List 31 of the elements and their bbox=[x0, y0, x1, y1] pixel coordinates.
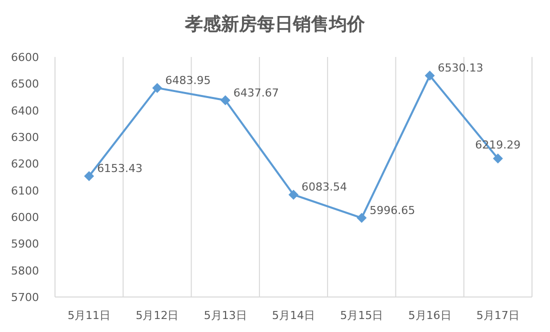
x-tick-label: 5月15日 bbox=[340, 309, 384, 322]
data-label: 5996.65 bbox=[370, 204, 416, 217]
data-label: 6437.67 bbox=[233, 86, 279, 100]
x-tick-label: 5月17日 bbox=[476, 309, 520, 322]
x-tick-label: 5月12日 bbox=[136, 309, 179, 322]
data-label: 6083.54 bbox=[302, 180, 347, 194]
y-tick-label: 6100 bbox=[11, 184, 39, 198]
data-label: 6153.43 bbox=[97, 162, 143, 176]
y-tick-label: 5700 bbox=[11, 291, 39, 304]
x-tick-label: 5月16日 bbox=[408, 309, 452, 322]
y-tick-label: 6200 bbox=[11, 158, 39, 171]
chart-title: 孝感新房每日销售均价 bbox=[184, 14, 366, 35]
y-tick-label: 6600 bbox=[11, 51, 39, 64]
x-tick-label: 5月13日 bbox=[204, 309, 247, 322]
x-tick-label: 5月11日 bbox=[68, 309, 111, 322]
x-tick-label: 5月14日 bbox=[272, 309, 315, 322]
y-tick-label: 5900 bbox=[11, 238, 39, 251]
y-tick-label: 6500 bbox=[11, 78, 39, 91]
y-tick-label: 6300 bbox=[11, 131, 39, 144]
y-tick-label: 6000 bbox=[11, 211, 39, 224]
point bbox=[84, 171, 94, 182]
data-label: 6530.13 bbox=[438, 62, 484, 75]
point bbox=[356, 212, 367, 223]
y-tick-label: 6400 bbox=[11, 104, 39, 118]
point bbox=[152, 82, 162, 93]
point bbox=[492, 154, 503, 164]
y-tick-label: 5800 bbox=[11, 264, 39, 278]
point bbox=[424, 70, 435, 81]
point bbox=[288, 190, 298, 200]
point bbox=[220, 95, 230, 106]
data-label: 6483.95 bbox=[165, 74, 211, 87]
